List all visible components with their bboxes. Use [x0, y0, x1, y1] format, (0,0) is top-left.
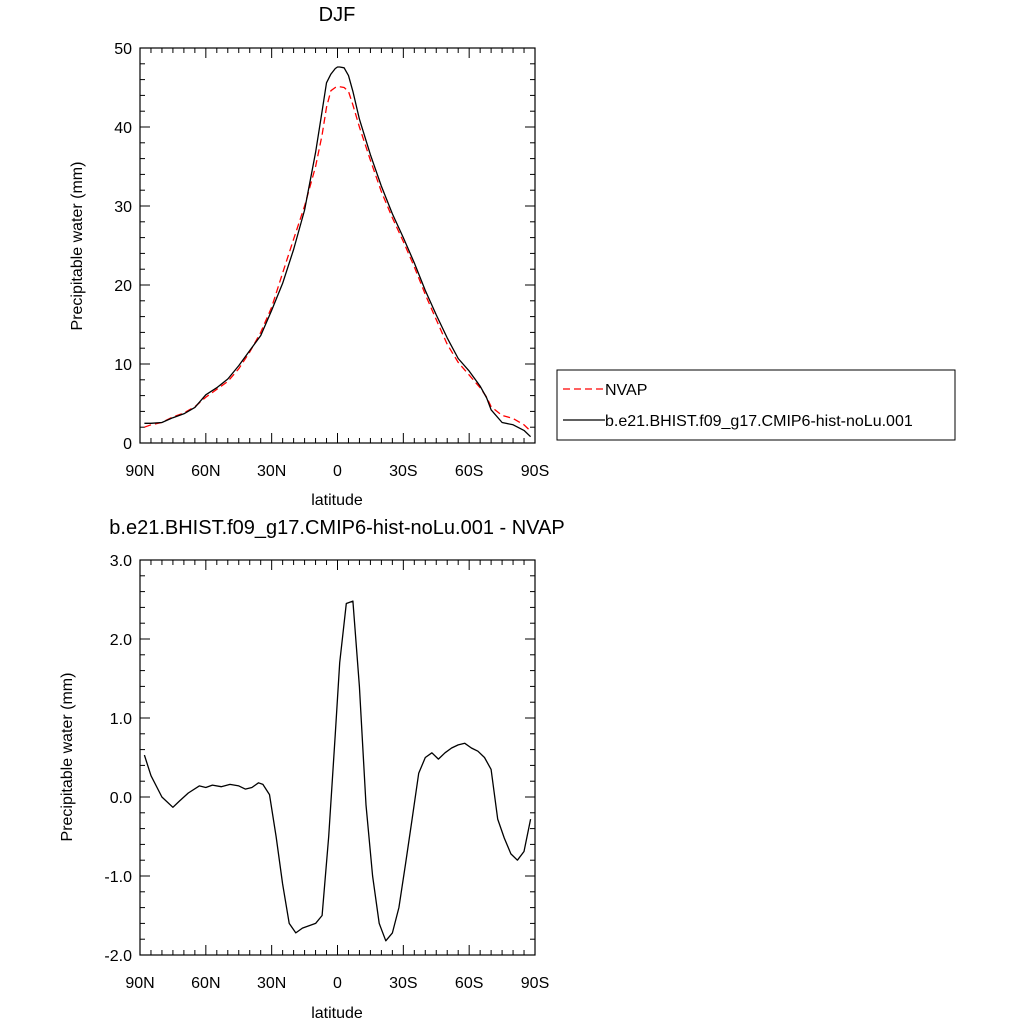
top-series-line-2 [144, 66, 532, 438]
bottom-x-tick-label: 30N [257, 975, 286, 992]
top-y-tick-label: 50 [114, 41, 132, 58]
top-y-tick-label: 10 [114, 357, 132, 374]
bottom-x-tick-label: 0 [333, 975, 342, 992]
bottom-y-tick-label: -1.0 [104, 869, 132, 886]
top-tick-marks [139, 47, 536, 444]
top-x-axis-title: latitude [311, 492, 363, 509]
bottom-x-tick-label: 90N [125, 975, 154, 992]
top-y-tick-label: 0 [123, 436, 132, 453]
bottom-y-tick-labels: -2.0 -1.0 0.0 1.0 2.0 3.0 [104, 553, 132, 965]
top-series-line-1 [144, 86, 532, 432]
top-y-axis-title: Precipitable water (mm) [69, 162, 86, 331]
top-y-tick-label: 20 [114, 278, 132, 295]
top-y-tick-labels: 0 10 20 30 40 50 [114, 41, 132, 453]
bottom-y-tick-label: 0.0 [110, 790, 132, 807]
bottom-x-tick-labels: 90N 60N 30N 0 30S 60S 90S [125, 975, 549, 992]
top-y-tick-label: 30 [114, 199, 132, 216]
legend-model-label: b.e21.BHIST.f09_g17.CMIP6-hist-noLu.001 [605, 413, 913, 430]
legend-nvap-label: NVAP [605, 382, 647, 399]
bottom-series-line-1 [143, 600, 532, 942]
legend-box [556, 369, 956, 441]
bottom-x-tick-label: 90S [521, 975, 549, 992]
top-x-tick-label: 90S [521, 463, 549, 480]
top-plot-frame [139, 47, 536, 444]
top-y-tick-label: 40 [114, 120, 132, 137]
bottom-plot-frame [139, 559, 536, 956]
bottom-chart-title: b.e21.BHIST.f09_g17.CMIP6-hist-noLu.001 … [109, 517, 564, 539]
bottom-y-tick-label: 1.0 [110, 711, 132, 728]
top-x-tick-label: 60N [191, 463, 220, 480]
bottom-x-tick-label: 30S [389, 975, 417, 992]
bottom-x-tick-label: 60S [455, 975, 483, 992]
bottom-y-tick-label: 2.0 [110, 632, 132, 649]
top-x-tick-labels: 90N 60N 30N 0 30S 60S 90S [125, 463, 549, 480]
bottom-y-tick-label: 3.0 [110, 553, 132, 570]
top-x-tick-label: 90N [125, 463, 154, 480]
legend: NVAP b.e21.BHIST.f09_g17.CMIP6-hist-noLu… [556, 369, 956, 441]
bottom-tick-marks [139, 559, 536, 956]
top-x-tick-label: 0 [333, 463, 342, 480]
top-x-tick-label: 60S [455, 463, 483, 480]
top-panel: DJF Precipitable water (mm) latitude 0 10… [69, 4, 549, 509]
top-chart-title: DJF [319, 4, 356, 26]
top-data-lines [144, 66, 532, 438]
top-x-tick-label: 30S [389, 463, 417, 480]
bottom-y-tick-label: -2.0 [104, 948, 132, 965]
top-x-tick-label: 30N [257, 463, 286, 480]
bottom-panel: b.e21.BHIST.f09_g17.CMIP6-hist-noLu.001 … [59, 517, 565, 1022]
bottom-x-tick-label: 60N [191, 975, 220, 992]
bottom-y-axis-title: Precipitable water (mm) [59, 673, 76, 842]
bottom-x-axis-title: latitude [311, 1005, 363, 1022]
bottom-data-lines [143, 600, 532, 942]
